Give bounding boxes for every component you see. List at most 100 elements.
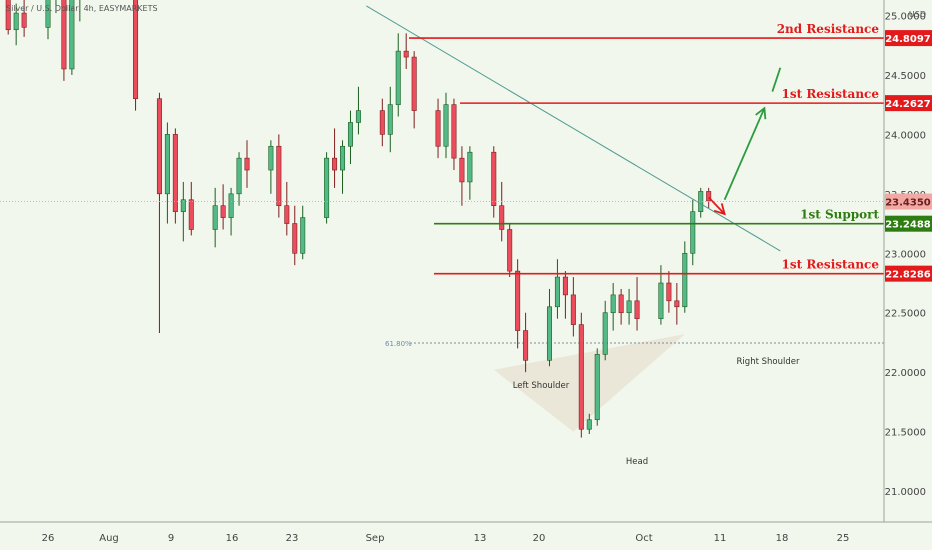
forecast-arrows (708, 67, 782, 216)
x-tick-label: 20 (533, 533, 546, 544)
current-price-tag (885, 193, 932, 210)
candle-body (403, 50, 409, 58)
x-axis-ticks: 26 Aug 9 16 23 Sep 13 20 Oct 11 18 25 (42, 533, 850, 544)
x-tick-label: 11 (714, 533, 727, 544)
candle-body (467, 151, 473, 183)
y-tick-label: 24.0000 (885, 130, 926, 141)
y-axis-panel[interactable] (884, 0, 932, 522)
candle-body (133, 0, 139, 99)
chart-title: Silver / U.S. Dollar, 4h, EASYMARKETS (6, 4, 158, 13)
candle-body (658, 282, 664, 319)
up-arrow-line (723, 107, 766, 201)
right-shoulder-label: Right Shoulder (737, 357, 800, 367)
currency-label: USD (909, 10, 926, 19)
down-arrow-head (713, 203, 726, 216)
candle-body (435, 110, 441, 147)
candle-body (546, 306, 552, 361)
y-tick-label: 21.5000 (885, 428, 926, 439)
candle-body (618, 294, 624, 314)
candle-body (682, 252, 688, 308)
y-tick-label: 24.5000 (885, 71, 926, 82)
x-tick-label: 13 (474, 533, 487, 544)
candle-body (212, 205, 218, 230)
level-price-value: 23.2488 (885, 220, 931, 231)
y-tick-label: 22.0000 (885, 368, 926, 379)
x-tick-label: 16 (226, 533, 239, 544)
level-name: 2nd Resistance (777, 22, 880, 36)
y-tick-label: 25.0000 (885, 11, 926, 22)
level-price-value: 24.2627 (885, 99, 931, 110)
level-price-tag (885, 265, 932, 282)
candle-body (626, 300, 632, 314)
x-tick-label: 9 (168, 533, 174, 544)
candle-body (379, 110, 385, 135)
x-tick-label: Aug (99, 533, 119, 544)
level-name: 1st Support (800, 208, 879, 222)
candle-body (220, 205, 226, 218)
candle-body (690, 211, 696, 254)
candle-body (443, 104, 449, 147)
candle-body (610, 294, 616, 314)
x-tick-label: 25 (837, 533, 850, 544)
head-label: Head (626, 457, 648, 467)
level-price-value: 22.8286 (885, 270, 931, 281)
descending-trendline (366, 5, 781, 252)
candle-body (164, 134, 170, 195)
candle-body (602, 312, 608, 355)
candle-body (666, 282, 672, 302)
candle-body (292, 223, 298, 254)
trendline (366, 5, 781, 252)
down-arrow-line (708, 196, 726, 215)
candle-body (594, 354, 600, 421)
candle-body (554, 276, 560, 308)
fib-label: 61.80% (385, 340, 412, 348)
candle-body (523, 330, 529, 361)
candle-body (491, 151, 497, 207)
x-tick-label: 26 (42, 533, 55, 544)
candle-body (459, 157, 465, 183)
candlestick-series (5, 0, 712, 438)
candle-body (61, 0, 67, 70)
candle-body (515, 270, 521, 331)
x-tick-label: Oct (635, 533, 652, 544)
candle-body (570, 294, 576, 325)
x-tick-label: 23 (286, 533, 299, 544)
price-labels: 24.8097 24.2627 23.2488 22.8286 23.4350 (0, 30, 932, 282)
candle-body (562, 276, 568, 296)
candle-body (324, 157, 330, 218)
head-and-shoulders-pattern: Left Shoulder Head Right Shoulder (493, 334, 800, 467)
current-price-value: 23.4350 (885, 198, 931, 209)
candle-body (45, 0, 51, 28)
candle-body (180, 199, 186, 212)
candle-body (21, 12, 27, 28)
candle-body (499, 205, 505, 230)
left-shoulder-label: Left Shoulder (513, 381, 570, 391)
pattern-triangle (493, 334, 685, 432)
fibonacci-level: 61.80% (385, 340, 884, 348)
level-price-tag (885, 95, 932, 112)
candle-body (355, 110, 361, 123)
candle-body (340, 145, 346, 171)
level-price-tag (885, 30, 932, 47)
y-tick-label: 21.0000 (885, 487, 926, 498)
x-axis-panel[interactable] (0, 522, 932, 550)
candle-body (387, 104, 393, 135)
candle-body (188, 199, 194, 230)
candle-body (13, 12, 19, 31)
candle-body (244, 157, 250, 171)
level-price-value: 24.8097 (885, 34, 931, 45)
candle-body (69, 0, 75, 70)
candle-body (347, 122, 353, 147)
candle-body (578, 324, 584, 430)
candle-body (706, 191, 712, 202)
support-resistance-levels: 2nd Resistance 1st Resistance 1st Support 1… (409, 22, 884, 275)
candle-body (156, 98, 162, 195)
level-name: 1st Resistance (782, 258, 880, 272)
x-tick-label: Sep (366, 533, 385, 544)
candle-body (228, 193, 234, 218)
candle-body (634, 300, 640, 319)
level-price-tag (885, 215, 932, 232)
candle-body (5, 0, 11, 31)
level-name: 1st Resistance (782, 87, 880, 101)
